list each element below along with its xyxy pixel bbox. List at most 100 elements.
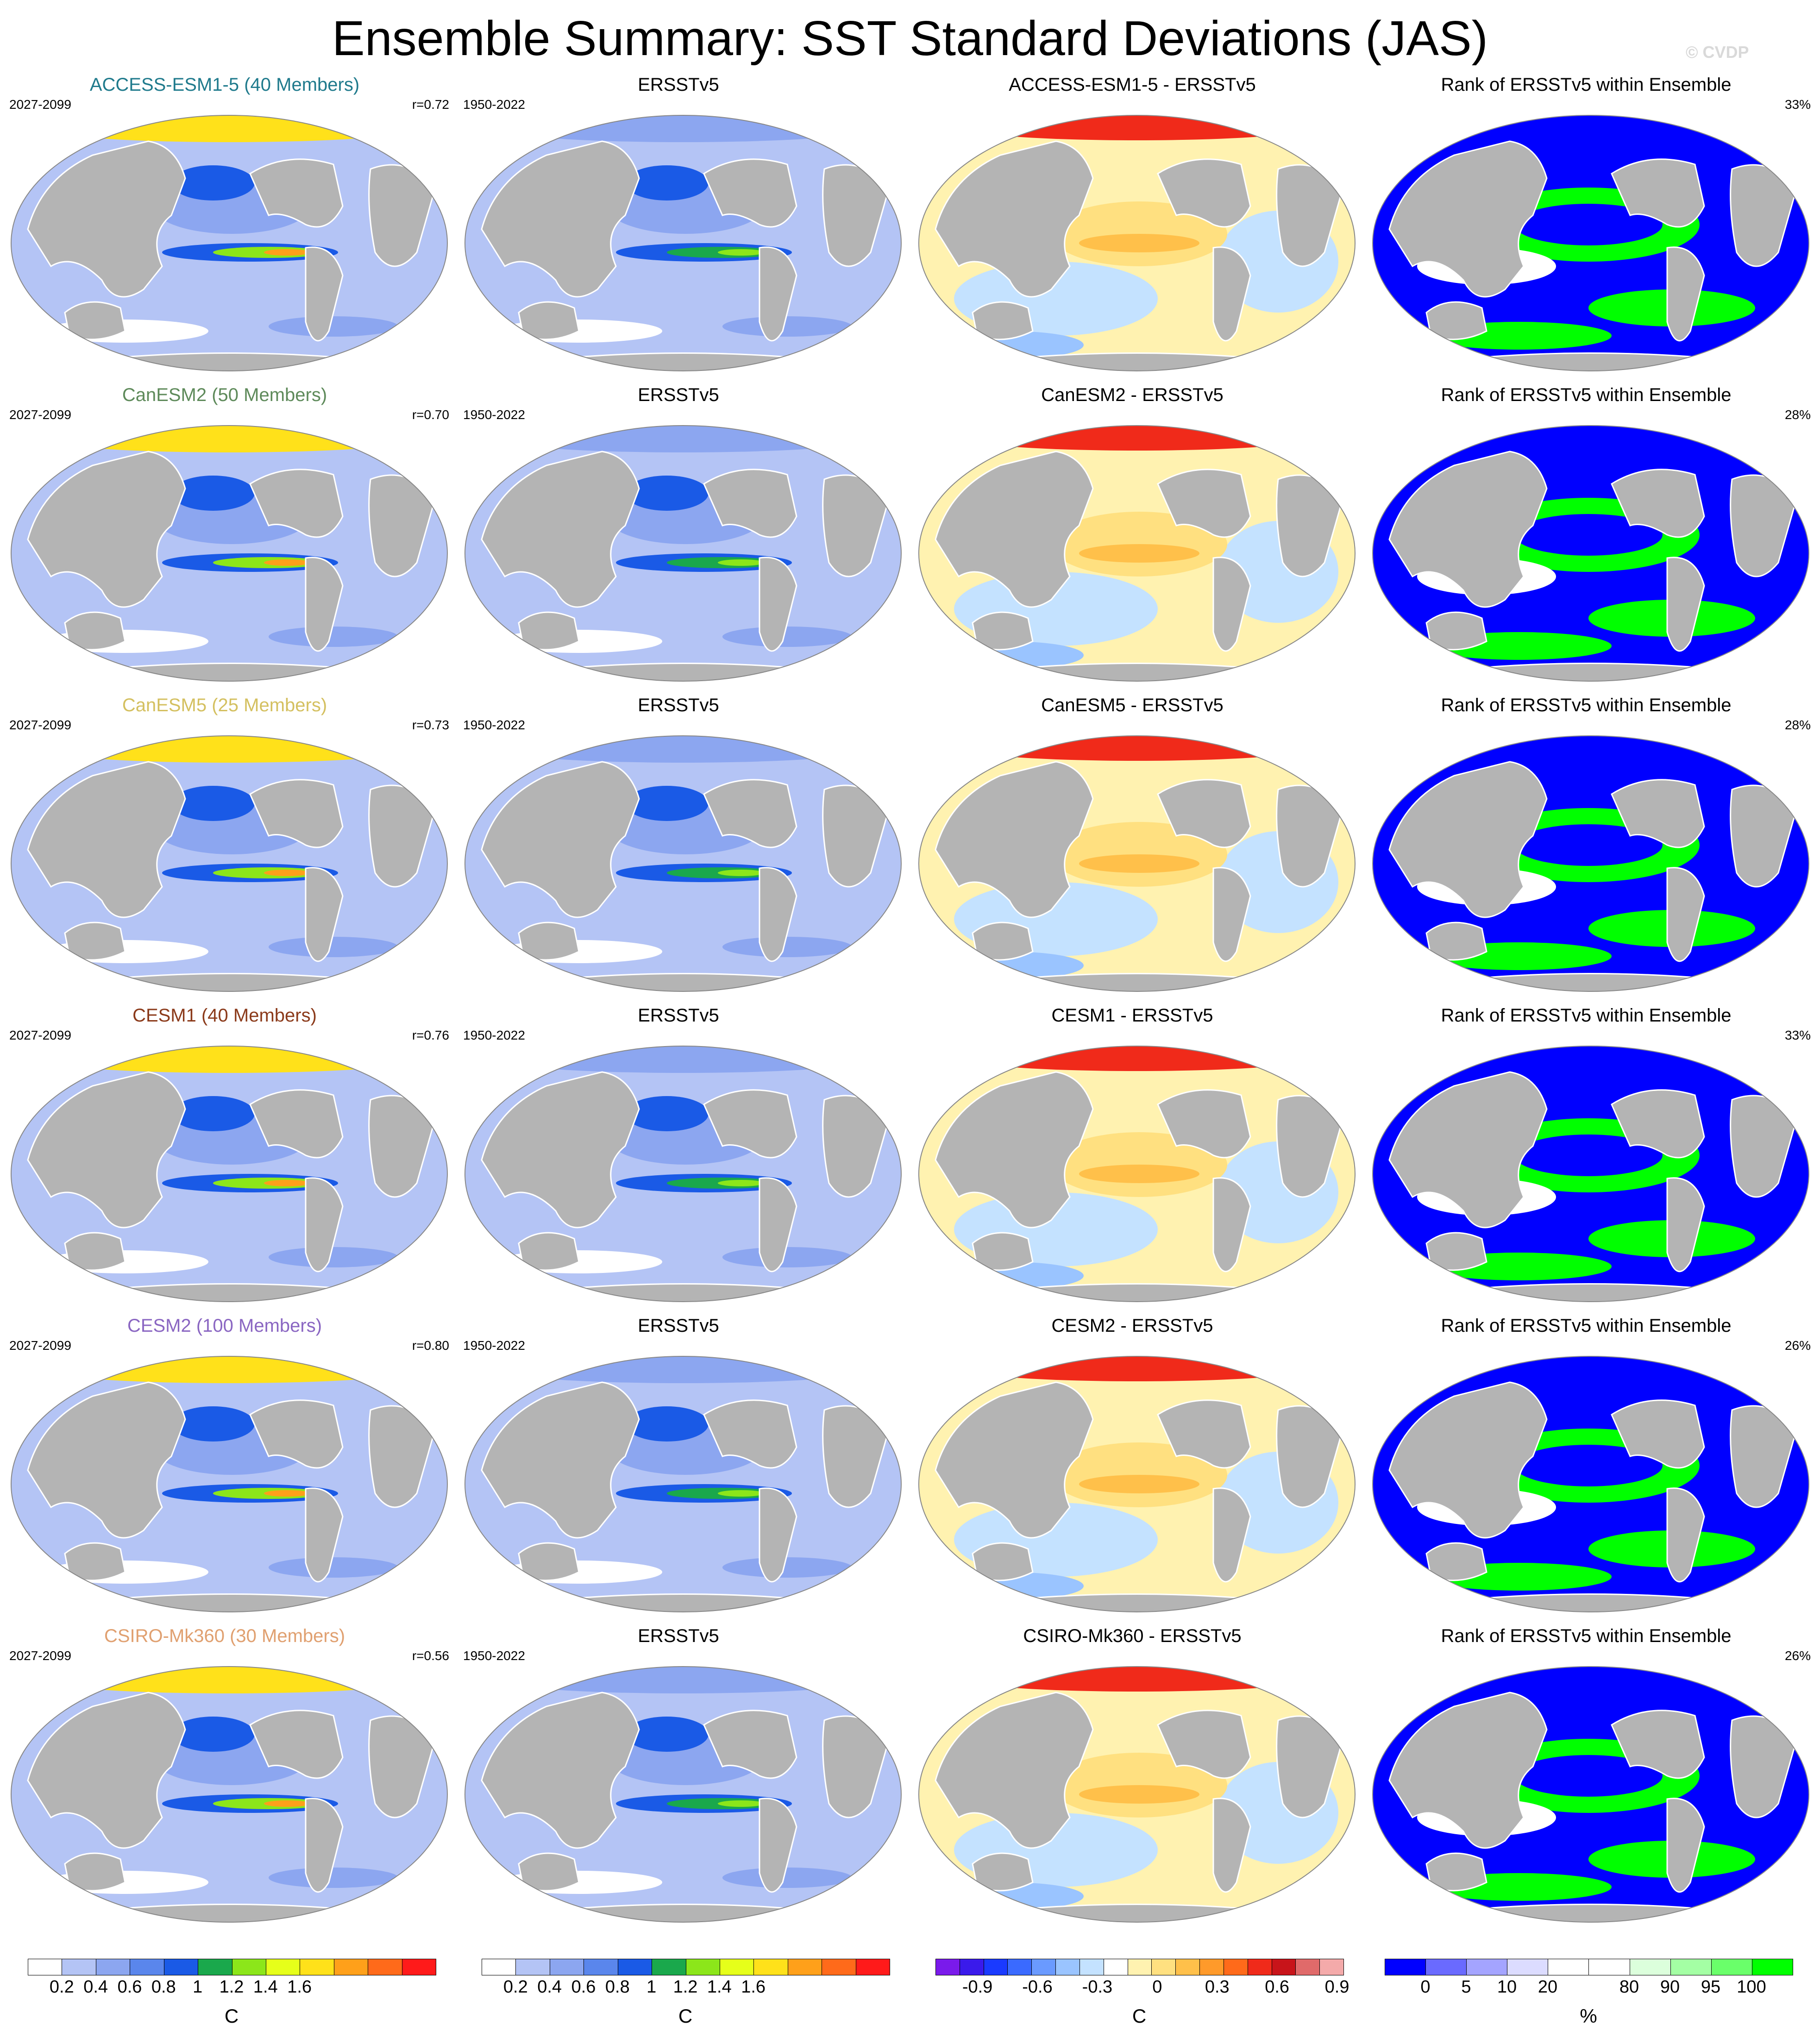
period-label: 2027-2099 (9, 407, 71, 422)
pattern-correlation: r=0.80 (412, 1338, 449, 1353)
south-atlantic-region (722, 627, 852, 647)
landmass (1007, 1904, 1267, 1922)
arctic-region (35, 1046, 424, 1073)
landmass (972, 301, 1034, 340)
colorbar-tick: 10 (1497, 1977, 1517, 1997)
colorbar-swatch (1752, 1959, 1793, 1975)
landmass (481, 1071, 640, 1228)
landmass (759, 246, 797, 342)
panel-title: Rank of ERSSTv5 within Ensemble (1441, 695, 1732, 715)
landmass (1611, 158, 1705, 228)
landmass (305, 1177, 344, 1272)
landmass (972, 1232, 1034, 1271)
colorbar-swatch (516, 1959, 550, 1975)
colorbar-swatch (822, 1959, 856, 1975)
landmass (1157, 469, 1251, 538)
colorbar-tick: -0.9 (962, 1977, 993, 1997)
model-panel: ACCESS-ESM1-5 (40 Members) 2027-2099 r=0.7… (0, 69, 449, 380)
landmass (759, 867, 797, 962)
colorbar-unit: C (224, 2005, 239, 2027)
colorbar: 0.2 0.4 0.6 0.8 1 1.2 1.4 1.6 C (482, 1959, 890, 2033)
diff-panel: ACCESS-ESM1-5 - ERSSTv5 (908, 69, 1357, 380)
landmass (305, 246, 344, 342)
landmass (935, 451, 1094, 608)
colorbar-tick: 0.3 (1205, 1977, 1230, 1997)
model-map (11, 1356, 448, 1612)
colorbar-swatch (618, 1959, 653, 1975)
landmass (1611, 469, 1705, 538)
landmass (1666, 867, 1705, 962)
colorbar-swatch (1176, 1959, 1200, 1975)
north-pacific-region (625, 165, 709, 201)
colorbar-swatches (482, 1959, 890, 1975)
colorbar-unit: C (678, 2005, 693, 2027)
colorbar-swatch (334, 1959, 369, 1975)
colorbar-swatch (1248, 1959, 1272, 1975)
landmass (99, 973, 359, 991)
landmass (27, 1071, 186, 1228)
positive-anomaly-region (1079, 234, 1199, 252)
landmass (481, 140, 640, 298)
landmass (972, 1542, 1034, 1581)
colorbar-swatch (1711, 1959, 1752, 1975)
map-border (464, 115, 902, 371)
rank-panel: Rank of ERSSTv5 within Ensemble 26% (1362, 1310, 1811, 1621)
landmass (759, 557, 797, 652)
arctic-region (35, 1356, 424, 1383)
diff-map (918, 1356, 1356, 1612)
rank-percent: 28% (1784, 718, 1811, 732)
landmass (1461, 663, 1721, 681)
landmass (1388, 1381, 1548, 1539)
map-border (918, 425, 1356, 682)
landmass (1212, 246, 1251, 342)
map-border (918, 1666, 1356, 1923)
landmass (305, 1798, 344, 1893)
landmass (759, 1798, 797, 1893)
obs-panel: ERSSTv5 1950-2022 (454, 1621, 903, 1931)
panel-title: ERSSTv5 (638, 75, 719, 95)
map-border (918, 1356, 1356, 1612)
map-border (464, 735, 902, 992)
south-atlantic-region (269, 1247, 398, 1267)
colorbar-swatch (130, 1959, 164, 1975)
colorbar-tick: 90 (1660, 1977, 1680, 1997)
map-border (11, 1046, 448, 1302)
landmass (305, 1487, 344, 1583)
arctic-region (35, 115, 424, 142)
landmass (1388, 140, 1548, 298)
colorbar-swatch (1272, 1959, 1296, 1975)
north-pacific-region (171, 476, 255, 511)
arctic-region (35, 736, 424, 763)
south-atlantic-region (722, 1557, 852, 1578)
arctic-region (489, 1356, 878, 1383)
colorbar: 0.2 0.4 0.6 0.8 1 1.2 1.4 1.6 C (28, 1959, 436, 2033)
colorbar-swatch (482, 1959, 516, 1975)
south-atlantic-region (722, 1868, 852, 1888)
colorbar-swatch (266, 1959, 301, 1975)
colorbar-swatch (1224, 1959, 1248, 1975)
colorbar-swatch (754, 1959, 788, 1975)
rank-low-region (1514, 204, 1663, 245)
landmass (1388, 1692, 1548, 1849)
map-border (1372, 1046, 1809, 1302)
panel-title: CanESM2 (50 Members) (122, 385, 327, 405)
period-label: 1950-2022 (463, 718, 525, 732)
model-panel: CanESM2 (50 Members) 2027-2099 r=0.70 (0, 380, 449, 690)
landmass (1157, 158, 1251, 228)
period-label: 2027-2099 (9, 1648, 71, 1663)
colorbar-unit: % (1580, 2005, 1597, 2027)
north-pacific-region (171, 1096, 255, 1131)
map-border (11, 735, 448, 992)
landmass (1425, 1542, 1487, 1581)
diff-panel: CSIRO-Mk360 - ERSSTv5 (908, 1621, 1357, 1931)
landmass (99, 1593, 359, 1612)
panel-title: CanESM5 - ERSSTv5 (1041, 695, 1224, 715)
north-pacific-region (171, 165, 255, 201)
arctic-anomaly-region (961, 736, 1313, 761)
arctic-region (35, 1667, 424, 1693)
cold-tongue-core (718, 249, 764, 256)
colorbar-tick: 5 (1461, 1977, 1471, 1997)
colorbar-swatch (62, 1959, 96, 1975)
landmass (64, 1852, 126, 1892)
landmass (703, 1399, 797, 1469)
